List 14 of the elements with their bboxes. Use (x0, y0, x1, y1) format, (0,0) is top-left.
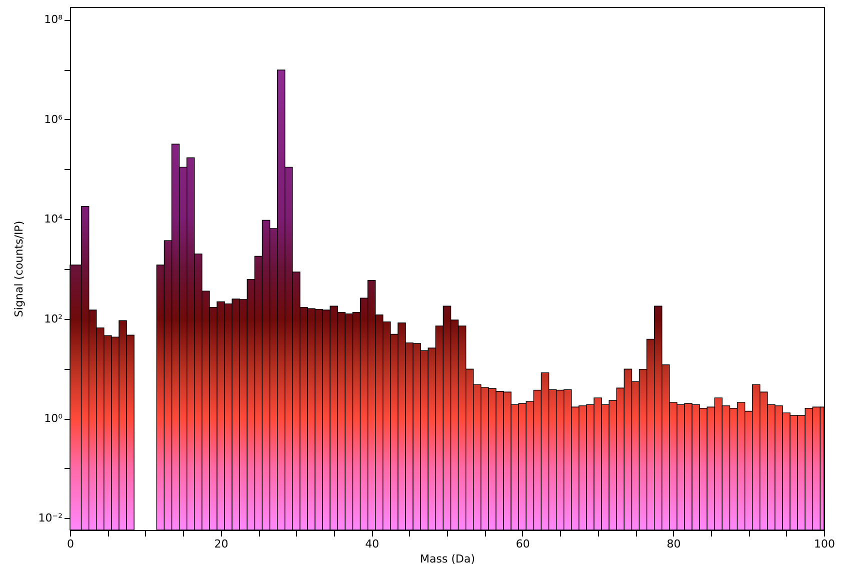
x-tick-label: 60 (516, 538, 530, 550)
x-tick-label: 80 (666, 538, 681, 550)
x-tick-label: 20 (214, 538, 228, 550)
y-tick-label: 10⁰ (44, 412, 64, 426)
x-axis-title: Mass (Da) (420, 552, 475, 566)
y-tick-label: 10⁴ (44, 212, 64, 226)
y-tick-label: 10⁶ (44, 112, 64, 126)
y-axis-title: Signal (counts/IP) (12, 220, 26, 318)
x-tick-label: 100 (814, 538, 835, 550)
y-tick-label: 10² (44, 312, 62, 326)
y-tick-label: 10⁸ (44, 13, 64, 26)
y-tick-label: 10⁻² (38, 512, 62, 525)
x-tick-label: 40 (365, 538, 380, 550)
x-tick-label: 0 (67, 538, 74, 550)
